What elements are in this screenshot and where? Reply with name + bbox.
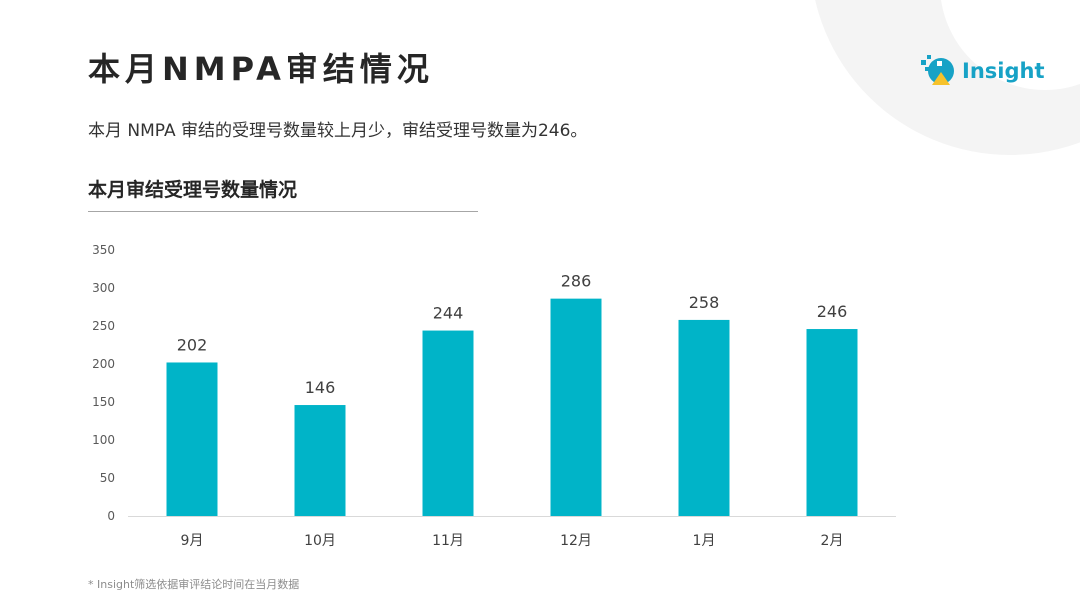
page-title: 本月NMPA审结情况	[88, 50, 434, 88]
bar-value-label: 246	[817, 302, 848, 321]
insight-logo-icon	[921, 55, 954, 85]
bar	[422, 330, 474, 516]
section-divider	[88, 211, 478, 212]
y-tick-label: 0	[107, 509, 115, 523]
y-tick-label: 350	[92, 243, 115, 257]
x-tick-label: 9月	[181, 533, 204, 549]
bar	[806, 329, 858, 516]
y-tick-label: 300	[92, 281, 115, 295]
bar	[166, 362, 218, 516]
y-tick-label: 250	[92, 319, 115, 333]
x-tick-label: 11月	[432, 533, 464, 549]
bar	[550, 298, 602, 516]
y-tick-label: 50	[100, 471, 115, 485]
x-tick-label: 1月	[693, 533, 716, 549]
background-decoration	[815, 0, 1080, 155]
brand-name: Insight	[962, 59, 1045, 83]
brand-logo: Insight	[918, 52, 1044, 90]
chart-title: 本月审结受理号数量情况	[88, 179, 298, 201]
footnote: * Insight筛选依据审评结论时间在当月数据	[88, 578, 300, 591]
x-tick-label: 12月	[560, 533, 592, 549]
x-tick-label: 2月	[821, 533, 844, 549]
bar-value-label: 258	[689, 293, 720, 312]
bar-chart: 0 50 100 150 200 250 300 350 202 146 244 286 258 246 9…	[92, 243, 896, 549]
bar-value-label: 286	[561, 272, 592, 291]
bar-value-label: 202	[177, 335, 208, 354]
bar-value-label: 244	[433, 304, 464, 323]
y-tick-label: 100	[92, 433, 115, 447]
bar	[678, 319, 730, 516]
x-tick-label: 10月	[304, 533, 336, 549]
y-tick-label: 200	[92, 357, 115, 371]
y-tick-label: 150	[92, 395, 115, 409]
bar-value-label: 146	[305, 378, 336, 397]
summary-text: 本月 NMPA 审结的受理号数量较上月少，审结受理号数量为246。	[88, 121, 588, 141]
bar	[294, 405, 346, 516]
